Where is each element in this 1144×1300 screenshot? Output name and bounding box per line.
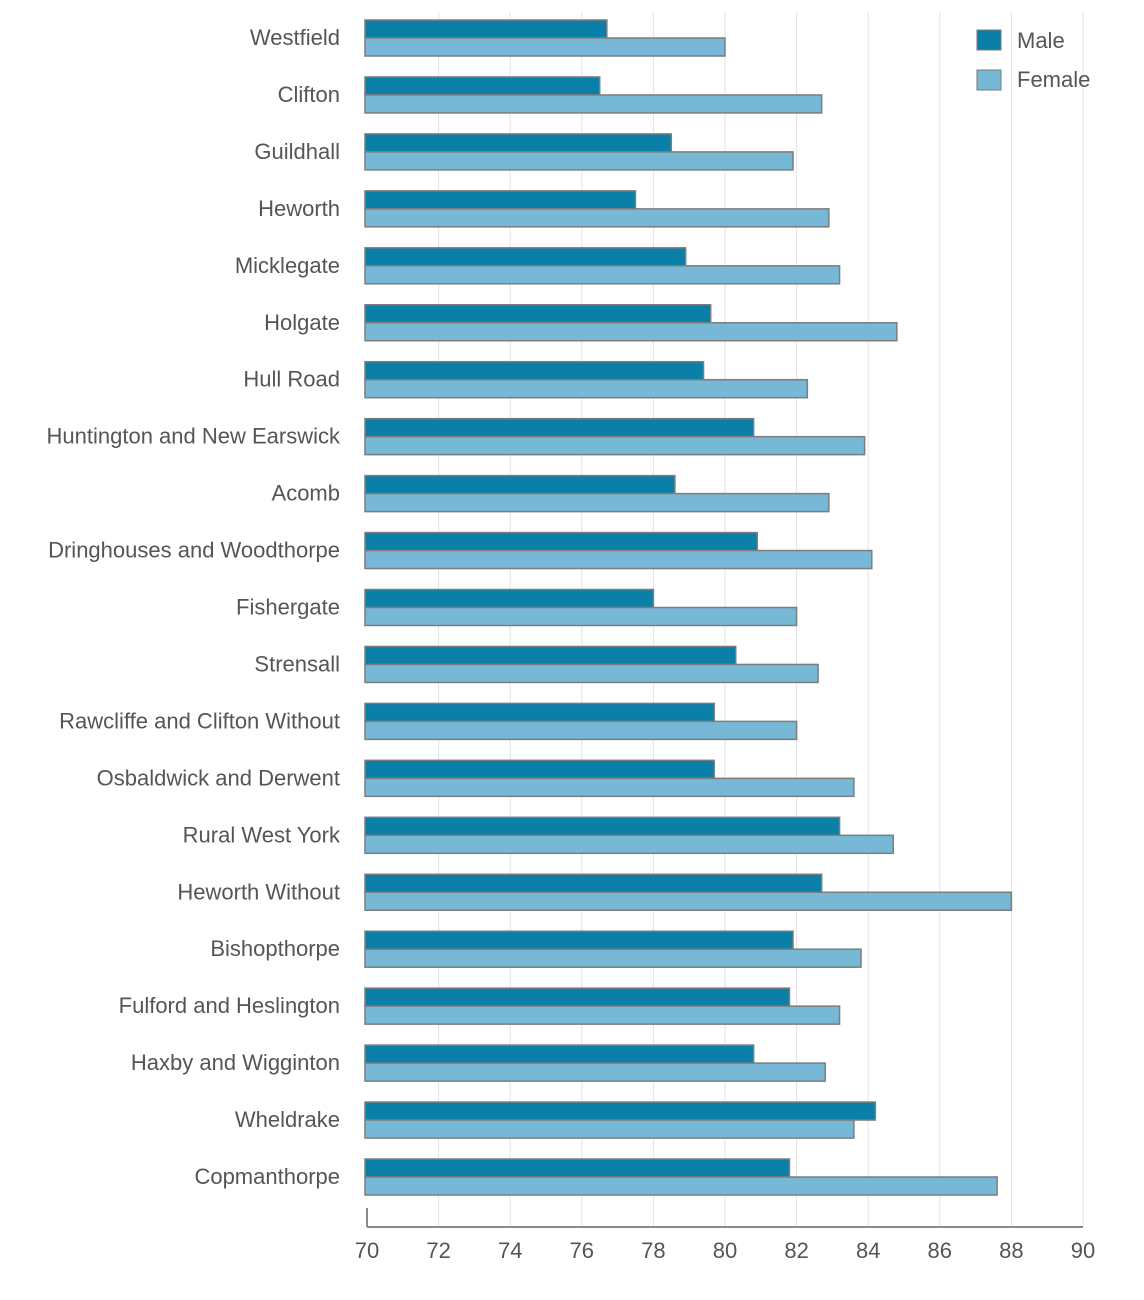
legend-label-female: Female	[1017, 67, 1090, 92]
x-tick-label: 88	[999, 1238, 1023, 1263]
bar-female	[364, 94, 823, 114]
legend-swatch-female	[976, 69, 1002, 91]
bar-female	[364, 151, 794, 171]
bar-male	[364, 304, 712, 324]
category-labels: Westfield Clifton Guildhall Heworth Micklega…	[47, 25, 341, 1189]
bar-female	[364, 663, 819, 684]
bar-male	[364, 759, 716, 780]
x-tick-label: 86	[928, 1238, 952, 1263]
category-label: Hull Road	[243, 367, 340, 392]
bar-male	[364, 645, 737, 666]
category-label: Heworth	[258, 196, 340, 221]
category-label: Rural West York	[183, 822, 341, 847]
bar-female	[364, 208, 830, 228]
legend: Male Female	[976, 28, 1090, 92]
bars-group	[364, 19, 1013, 1196]
bar-male	[364, 873, 823, 893]
bar-male	[364, 247, 687, 267]
category-label: Copmanthorpe	[194, 1164, 340, 1189]
bar-female	[364, 834, 895, 855]
legend-swatch-male	[976, 29, 1002, 51]
bar-female	[364, 322, 898, 342]
bar-female	[364, 265, 841, 285]
category-label: Wheldrake	[235, 1107, 340, 1132]
x-tick-label: 84	[856, 1238, 880, 1263]
bar-female	[364, 1062, 826, 1082]
bar-male	[364, 76, 601, 96]
bar-female	[364, 435, 866, 456]
x-tick-label: 80	[713, 1238, 737, 1263]
bar-male	[364, 417, 755, 438]
bar-male	[364, 1101, 877, 1121]
x-tick-label: 90	[1071, 1238, 1095, 1263]
bar-female	[364, 1005, 841, 1025]
category-label: Fishergate	[236, 595, 340, 620]
category-label: Rawcliffe and Clifton Without	[59, 708, 340, 733]
bar-female	[364, 720, 798, 741]
bar-female	[364, 948, 862, 968]
bar-female	[364, 378, 809, 399]
bar-female	[364, 1176, 998, 1196]
x-tick-label: 82	[784, 1238, 808, 1263]
category-label: Dringhouses and Woodthorpe	[48, 538, 340, 563]
category-label: Osbaldwick and Derwent	[97, 765, 340, 790]
bar-female	[364, 777, 855, 798]
bar-male	[364, 1158, 791, 1178]
x-tick-label: 76	[570, 1238, 594, 1263]
category-label: Holgate	[264, 310, 340, 335]
category-label: Guildhall	[254, 139, 340, 164]
bar-male	[364, 133, 673, 153]
category-label: Bishopthorpe	[210, 936, 340, 961]
bar-male	[364, 190, 637, 210]
category-label: Huntington and New Earswick	[47, 424, 341, 449]
bar-female	[364, 891, 1013, 911]
legend-label-male: Male	[1017, 28, 1065, 53]
bar-female	[364, 1119, 855, 1139]
bar-male	[364, 987, 791, 1007]
bar-male	[364, 360, 705, 381]
bar-male	[364, 531, 758, 552]
bar-male	[364, 1044, 755, 1064]
bar-female	[364, 549, 873, 570]
category-label: Micklegate	[235, 253, 340, 278]
category-label: Strensall	[254, 651, 340, 676]
category-label: Clifton	[278, 82, 340, 107]
category-label: Heworth Without	[177, 879, 340, 904]
x-tick-label: 78	[641, 1238, 665, 1263]
x-tick-label: 74	[498, 1238, 522, 1263]
category-label: Acomb	[272, 481, 340, 506]
bar-male	[364, 474, 676, 495]
category-label: Fulford and Heslington	[119, 993, 340, 1018]
category-label: Haxby and Wigginton	[131, 1050, 340, 1075]
bar-male	[364, 702, 716, 723]
bar-male	[364, 588, 655, 609]
bar-male	[364, 930, 794, 950]
bar-female	[364, 492, 830, 513]
bar-female	[364, 606, 798, 627]
x-tick-label: 70	[355, 1238, 379, 1263]
bar-male	[364, 816, 841, 837]
category-label: Westfield	[250, 25, 340, 50]
x-tick-label: 72	[426, 1238, 450, 1263]
x-axis: 70 72 74 76 78 80 82 84 86 88 90	[355, 1208, 1095, 1263]
bar-female	[364, 37, 726, 57]
bar-male	[364, 19, 608, 39]
